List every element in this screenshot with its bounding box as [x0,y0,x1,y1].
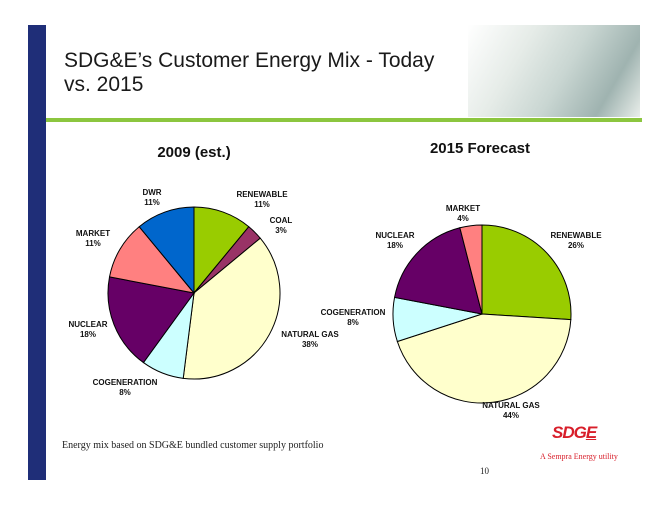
chart-title-2009: 2009 (est.) [157,144,231,161]
pie-slice-market [459,224,483,315]
data-label-category: RENEWABLE [236,190,288,199]
footnote: Energy mix based on SDG&E bundled custom… [62,440,324,451]
data-label-category: NATURAL GAS [482,401,540,410]
data-label-category: DWR [142,188,161,197]
sidebar-bar-lower [28,255,42,480]
sdge-logo: SDGE [552,423,597,442]
data-label-category: RENEWABLE [550,231,602,240]
sempra-tagline: A Sempra Energy utility [540,452,618,461]
data-label-category: NATURAL GAS [281,330,339,339]
data-label-value: 44% [503,411,519,420]
data-label-category: COGENERATION [321,308,386,317]
data-label-value: 18% [80,330,96,339]
data-label-category: NUCLEAR [375,231,414,240]
data-label-value: 11% [144,198,160,207]
data-label-category: MARKET [446,204,480,213]
pie-slice-dwr [138,206,195,295]
page-number: 10 [480,466,489,476]
data-label-value: 38% [302,340,318,349]
pie-slice-renewable [481,224,572,321]
chart-title-2015: 2015 Forecast [429,140,531,157]
pie-slice-natural-gas [182,237,281,380]
data-label-value: 4% [457,214,469,223]
pie-slice-nuclear [107,276,195,364]
data-label-category: COGENERATION [93,378,158,387]
data-label-value: 8% [347,318,359,327]
data-label-value: 26% [568,241,584,250]
data-label-category: COAL [270,216,293,225]
data-label-category: NUCLEAR [68,320,107,329]
pie-slice-nuclear [393,227,483,315]
data-label-value: 8% [119,388,131,397]
data-label-value: 18% [387,241,403,250]
data-label-value: 11% [85,239,101,248]
header-photo [468,25,640,117]
data-label-category: MARKET [76,229,110,238]
data-label-value: 11% [254,200,270,209]
pie-slice-natural-gas [396,313,572,404]
data-label-value: 3% [275,226,287,235]
slide-title: SDG&E’s Customer Energy Mix - Today vs. … [64,49,435,96]
divider-rule [46,118,642,122]
